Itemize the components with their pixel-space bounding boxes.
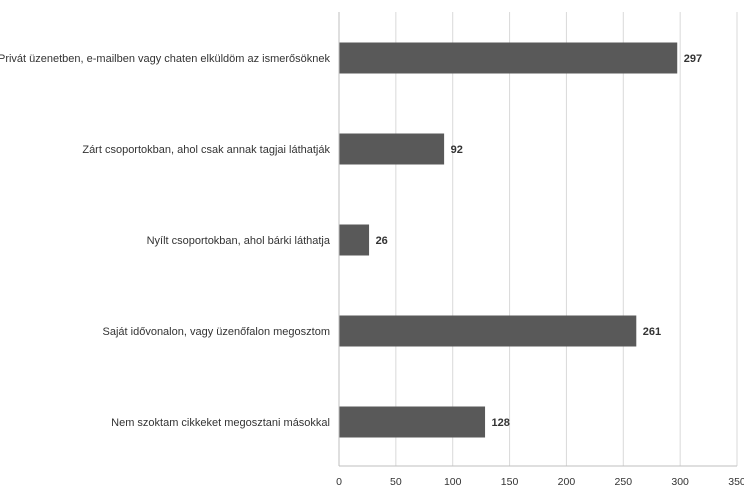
x-tick-label-50: 50: [390, 476, 402, 486]
bar-2: [339, 133, 445, 165]
bar-3: [339, 224, 370, 256]
data-label-2: 92: [451, 144, 463, 156]
x-tick-label-150: 150: [501, 476, 519, 486]
x-tick-label-0: 0: [336, 476, 342, 486]
x-tick-label-250: 250: [615, 476, 633, 486]
bar-4: [339, 315, 637, 347]
x-tick-label-350: 350: [728, 476, 744, 486]
category-label-4: Saját idővonalon, vagy üzenőfalon megosz…: [103, 326, 330, 338]
category-label-3: Nyílt csoportokban, ahol bárki láthatja: [147, 235, 331, 247]
bars: [339, 42, 678, 438]
category-label-2: Zárt csoportokban, ahol csak annak tagja…: [82, 144, 330, 156]
x-tick-label-200: 200: [558, 476, 576, 486]
category-label-1: Privát üzenetben, e-mailben vagy chaten …: [0, 53, 330, 65]
data-label-4: 261: [643, 326, 661, 338]
gridlines: [338, 12, 738, 467]
data-label-3: 26: [376, 235, 388, 247]
data-label-5: 128: [492, 417, 510, 429]
x-tick-label-100: 100: [444, 476, 462, 486]
bar-1: [339, 42, 678, 74]
x-tick-label-300: 300: [671, 476, 689, 486]
data-label-1: 297: [684, 53, 702, 65]
labels: 0 50 100 150 200 250 300 350 Privát üzenetben, e…: [0, 53, 744, 486]
category-label-5: Nem szoktam cikkeket megosztani másokkal: [111, 417, 330, 429]
bar-5: [339, 406, 486, 438]
